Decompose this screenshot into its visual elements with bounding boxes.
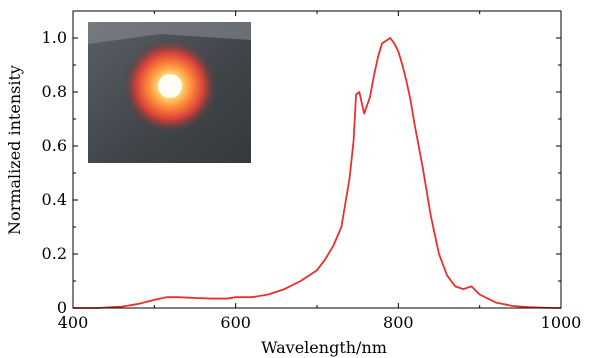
y-tick-label: 1.0 xyxy=(42,28,67,47)
y-tick-label: 0.6 xyxy=(42,136,67,155)
x-tick-label: 1000 xyxy=(541,313,582,332)
y-axis-ticks: 0 0.2 0.4 0.6 0.8 1.0 xyxy=(42,10,561,317)
y-tick-label: 0.4 xyxy=(42,190,67,209)
series-line-0 xyxy=(73,37,562,309)
y-axis-title: Normalized intensity xyxy=(5,65,24,235)
x-axis-ticks: 400 600 800 1000 xyxy=(58,11,582,332)
x-tick-label: 800 xyxy=(383,313,414,332)
inset-photo xyxy=(88,22,251,163)
y-tick-label: 0.8 xyxy=(42,82,67,101)
plot-area xyxy=(73,37,562,309)
x-tick-label: 400 xyxy=(58,313,89,332)
x-tick-label: 600 xyxy=(220,313,251,332)
y-tick-label: 0 xyxy=(57,298,67,317)
y-tick-label: 0.2 xyxy=(42,244,67,263)
x-axis-title: Wavelength/nm xyxy=(261,338,387,357)
